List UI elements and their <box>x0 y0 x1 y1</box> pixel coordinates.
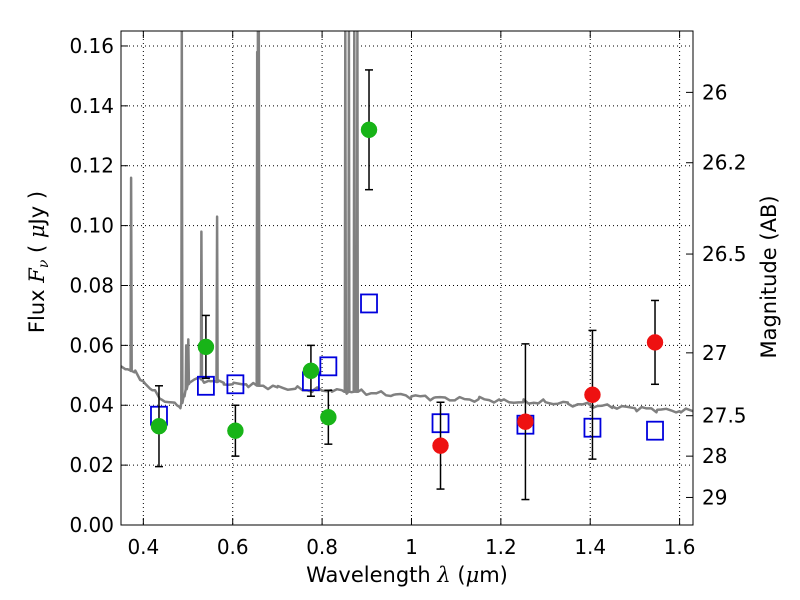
data-point <box>517 413 534 430</box>
data-point <box>150 417 168 435</box>
data-point <box>197 338 215 356</box>
x-axis-label: Wavelength λ (μm) <box>306 563 508 587</box>
x-tick-label: 0.6 <box>217 535 249 559</box>
x-tick-label: 1 <box>405 535 418 559</box>
spectrum-line <box>121 31 693 414</box>
y-tick-label: 0.06 <box>69 333 114 357</box>
y2-tick-label: 26.2 <box>702 151 747 175</box>
y2-axis-label: Magnitude (AB) <box>757 195 781 358</box>
y-tick-label: 0.10 <box>69 214 114 238</box>
data-point <box>584 386 601 404</box>
model-marker <box>360 293 378 314</box>
data-point <box>227 422 244 439</box>
y-axis-label: Flux Fν ( μJy ) <box>25 191 52 333</box>
model-marker <box>226 374 245 395</box>
y2-tick-label: 26 <box>702 80 727 104</box>
y-tick-label: 0.08 <box>69 273 114 297</box>
y2-tick-label: 28 <box>702 444 727 468</box>
data-point <box>320 408 337 426</box>
model-spectrum <box>121 31 693 414</box>
y-tick-label: 0.00 <box>69 513 114 537</box>
y-tick-label: 0.16 <box>69 34 114 58</box>
y-tick-label: 0.12 <box>69 154 114 178</box>
data-point <box>432 437 449 454</box>
data-point <box>646 334 664 351</box>
y2-tick-label: 27 <box>702 341 727 365</box>
data-point <box>360 121 378 139</box>
y2-tick-label: 26.5 <box>702 242 747 266</box>
x-tick-label: 1.6 <box>664 535 696 559</box>
y2-tick-label: 29 <box>702 485 727 509</box>
x-tick-label: 0.4 <box>127 535 159 559</box>
model-marker <box>646 420 664 441</box>
data-points <box>150 69 664 501</box>
y-tick-label: 0.02 <box>69 453 114 477</box>
x-tick-label: 1.2 <box>485 535 517 559</box>
axes-ticks: 0.4 0.6 0.8 1 1.2 1.4 1.6 0.00 0.02 0.04 0.06 0.08 0… <box>69 31 747 559</box>
plot-frame <box>120 30 694 526</box>
data-point <box>302 362 320 380</box>
model-marker <box>319 356 338 377</box>
y-tick-label: 0.14 <box>69 94 114 118</box>
x-tick-label: 1.4 <box>574 535 606 559</box>
x-tick-label: 0.8 <box>306 535 338 559</box>
y-tick-label: 0.04 <box>69 393 114 417</box>
y2-tick-label: 27.5 <box>702 404 747 428</box>
